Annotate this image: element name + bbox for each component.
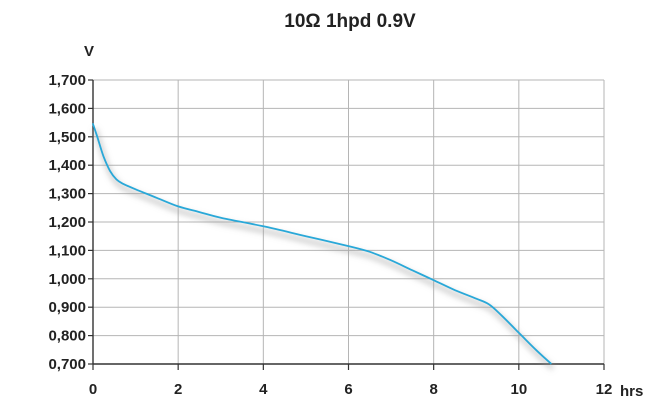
x-tick-label: 6 [344, 381, 352, 398]
x-axis-unit: hrs [620, 383, 643, 400]
x-tick-label: 0 [89, 381, 97, 398]
y-tick-label: 1,200 [48, 214, 86, 231]
x-tick-label: 12 [596, 381, 613, 398]
grid [93, 79, 605, 365]
series-line-shadow [92, 128, 555, 371]
x-tick-label: 4 [259, 381, 268, 398]
y-tick-label: 1,700 [48, 72, 86, 89]
x-tick-label: 2 [174, 381, 182, 398]
axes [88, 79, 605, 370]
y-tick-label: 1,600 [48, 100, 86, 117]
y-tick-label: 1,100 [48, 242, 86, 259]
y-tick-labels: 0,700 0,800 0,900 1,000 1,100 1,200 1,300 1,400… [48, 72, 86, 373]
series-group [92, 123, 555, 371]
series-line [92, 123, 552, 365]
chart-title: 10Ω 1hpd 0.9V [284, 11, 416, 32]
x-tick-label: 10 [510, 381, 527, 398]
y-tick-label: 1,500 [48, 129, 86, 146]
x-tick-labels: 0 2 4 6 8 10 12 [89, 381, 613, 398]
y-tick-label: 0,900 [48, 299, 86, 316]
y-tick-label: 0,700 [48, 356, 86, 373]
y-tick-label: 1,400 [48, 157, 86, 174]
x-tick-label: 8 [429, 381, 437, 398]
y-tick-label: 0,800 [48, 328, 86, 345]
y-tick-label: 1,000 [48, 271, 86, 288]
y-tick-label: 1,300 [48, 186, 86, 203]
y-axis-unit: V [84, 43, 94, 60]
